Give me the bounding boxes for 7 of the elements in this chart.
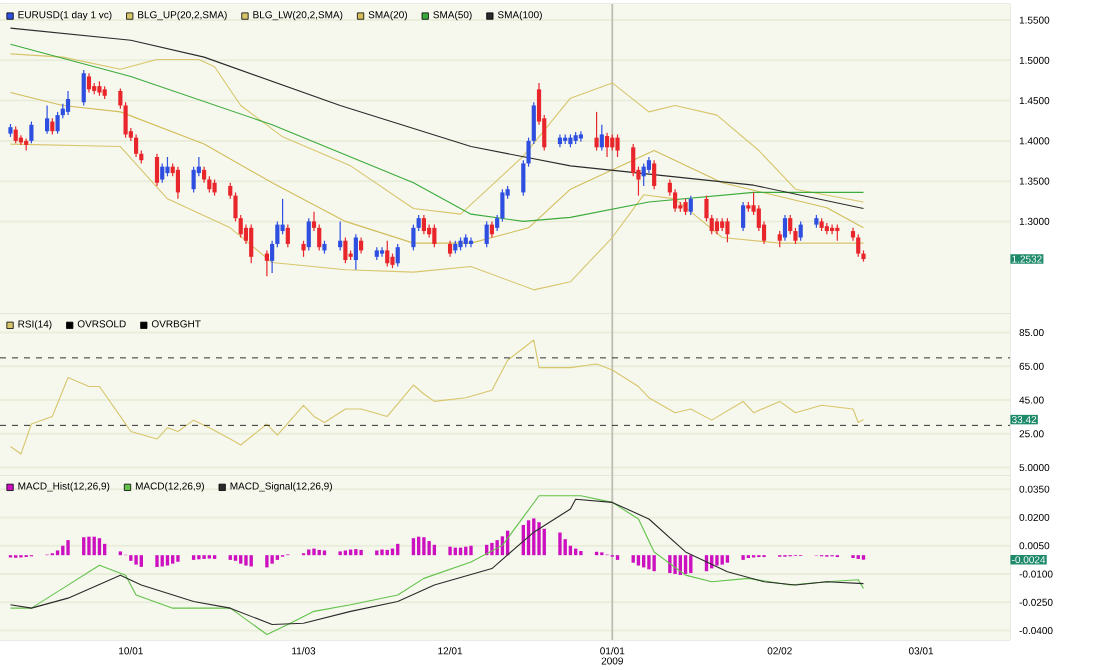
candlestick [615, 133, 620, 158]
candlestick [55, 111, 60, 135]
line-series [9, 92, 865, 244]
line-series [9, 339, 865, 455]
candlestick [594, 111, 599, 152]
candlestick [725, 217, 730, 243]
line-series [9, 143, 865, 291]
